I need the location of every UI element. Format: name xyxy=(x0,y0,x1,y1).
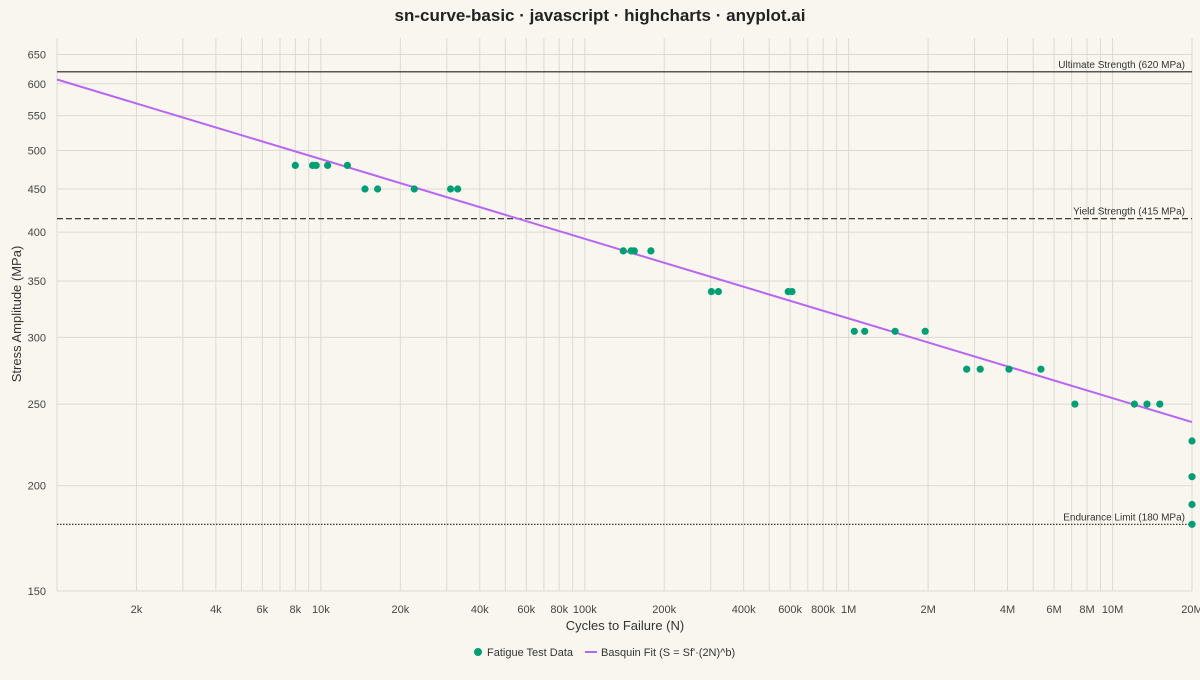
reference-lines: Ultimate Strength (620 MPa) Yield Strengt… xyxy=(57,60,1192,525)
x-tick-label: 40k xyxy=(471,604,489,616)
data-point xyxy=(1071,400,1079,408)
data-point xyxy=(1156,400,1164,408)
y-tick-label: 400 xyxy=(28,227,46,239)
y-tick-label: 150 xyxy=(28,586,46,598)
grid-layer xyxy=(56,38,1193,592)
data-point xyxy=(1037,365,1045,373)
y-axis-ticks: 150 200 250 300 350 400 450 500 550 600 650 xyxy=(28,50,46,598)
data-point xyxy=(343,161,351,169)
x-tick-label: 10M xyxy=(1102,604,1123,616)
reference-label-endurance: Endurance Limit (180 MPa) xyxy=(1063,512,1185,523)
legend-label-basquin-fit: Basquin Fit (S = Sf'·(2N)^b) xyxy=(601,647,735,659)
data-point xyxy=(850,327,858,335)
x-tick-label: 100k xyxy=(573,604,597,616)
x-tick-label: 600k xyxy=(778,604,802,616)
data-point xyxy=(963,365,971,373)
x-tick-label: 1M xyxy=(841,604,856,616)
data-point xyxy=(619,247,627,255)
data-point xyxy=(410,185,418,193)
data-point xyxy=(788,288,796,296)
y-tick-label: 650 xyxy=(28,50,46,62)
data-point xyxy=(707,288,716,296)
data-point xyxy=(1188,520,1196,528)
data-point xyxy=(861,327,869,335)
data-point xyxy=(714,288,723,296)
y-tick-label: 300 xyxy=(28,332,46,344)
chart-title: sn-curve-basic · javascript · highcharts… xyxy=(395,6,806,25)
data-point xyxy=(630,247,638,255)
x-axis-title: Cycles to Failure (N) xyxy=(566,618,684,633)
data-point xyxy=(921,327,929,335)
x-tick-label: 80k xyxy=(550,604,568,616)
legend-item-basquin-fit[interactable]: Basquin Fit (S = Sf'·(2N)^b) xyxy=(585,647,735,659)
y-tick-label: 200 xyxy=(28,481,46,493)
legend-label-fatigue-data: Fatigue Test Data xyxy=(487,647,574,659)
data-point xyxy=(1188,473,1196,481)
data-point xyxy=(1005,365,1013,373)
x-tick-label: 20k xyxy=(391,604,409,616)
x-tick-label: 60k xyxy=(517,604,535,616)
x-tick-label: 4M xyxy=(1000,604,1015,616)
data-point xyxy=(1143,400,1151,408)
data-point xyxy=(976,365,984,373)
reference-label-yield: Yield Strength (415 MPa) xyxy=(1073,207,1185,218)
x-axis-ticks: 2k 4k 6k 8k 10k 20k 40k 60k 80k 100k 200k 400k 600k 8… xyxy=(131,604,1200,616)
x-tick-label: 20M xyxy=(1181,604,1200,616)
data-point xyxy=(291,161,299,169)
y-axis-title: Stress Amplitude (MPa) xyxy=(9,246,24,383)
data-point xyxy=(1188,500,1196,509)
data-point xyxy=(374,185,382,193)
legend: Fatigue Test Data Basquin Fit (S = Sf'·(… xyxy=(474,647,735,659)
legend-item-fatigue-data[interactable]: Fatigue Test Data xyxy=(474,647,574,659)
data-point xyxy=(312,161,320,169)
data-point xyxy=(1188,437,1196,445)
data-point xyxy=(454,185,462,193)
x-tick-label: 4k xyxy=(210,604,222,616)
x-tick-label: 8M xyxy=(1079,604,1094,616)
x-tick-label: 6M xyxy=(1046,604,1061,616)
y-tick-label: 250 xyxy=(28,399,46,411)
x-tick-label: 2M xyxy=(920,604,935,616)
y-tick-label: 600 xyxy=(28,79,46,91)
x-tick-label: 400k xyxy=(732,604,756,616)
x-tick-label: 8k xyxy=(290,604,302,616)
x-tick-label: 800k xyxy=(811,604,835,616)
y-tick-label: 450 xyxy=(28,184,46,196)
data-point xyxy=(361,185,369,193)
x-tick-label: 2k xyxy=(131,604,143,616)
y-tick-label: 550 xyxy=(28,111,46,123)
series-layer xyxy=(56,78,1196,528)
x-tick-label: 10k xyxy=(312,604,330,616)
data-point xyxy=(891,327,899,335)
data-point xyxy=(447,185,455,193)
data-point xyxy=(1130,400,1138,408)
y-tick-label: 500 xyxy=(28,146,46,158)
data-point xyxy=(647,247,655,255)
x-tick-label: 6k xyxy=(257,604,269,616)
x-tick-label: 200k xyxy=(652,604,676,616)
y-tick-label: 350 xyxy=(28,276,46,288)
legend-marker-scatter xyxy=(474,648,482,656)
data-point xyxy=(324,161,332,169)
reference-label-ultimate: Ultimate Strength (620 MPa) xyxy=(1058,60,1185,71)
